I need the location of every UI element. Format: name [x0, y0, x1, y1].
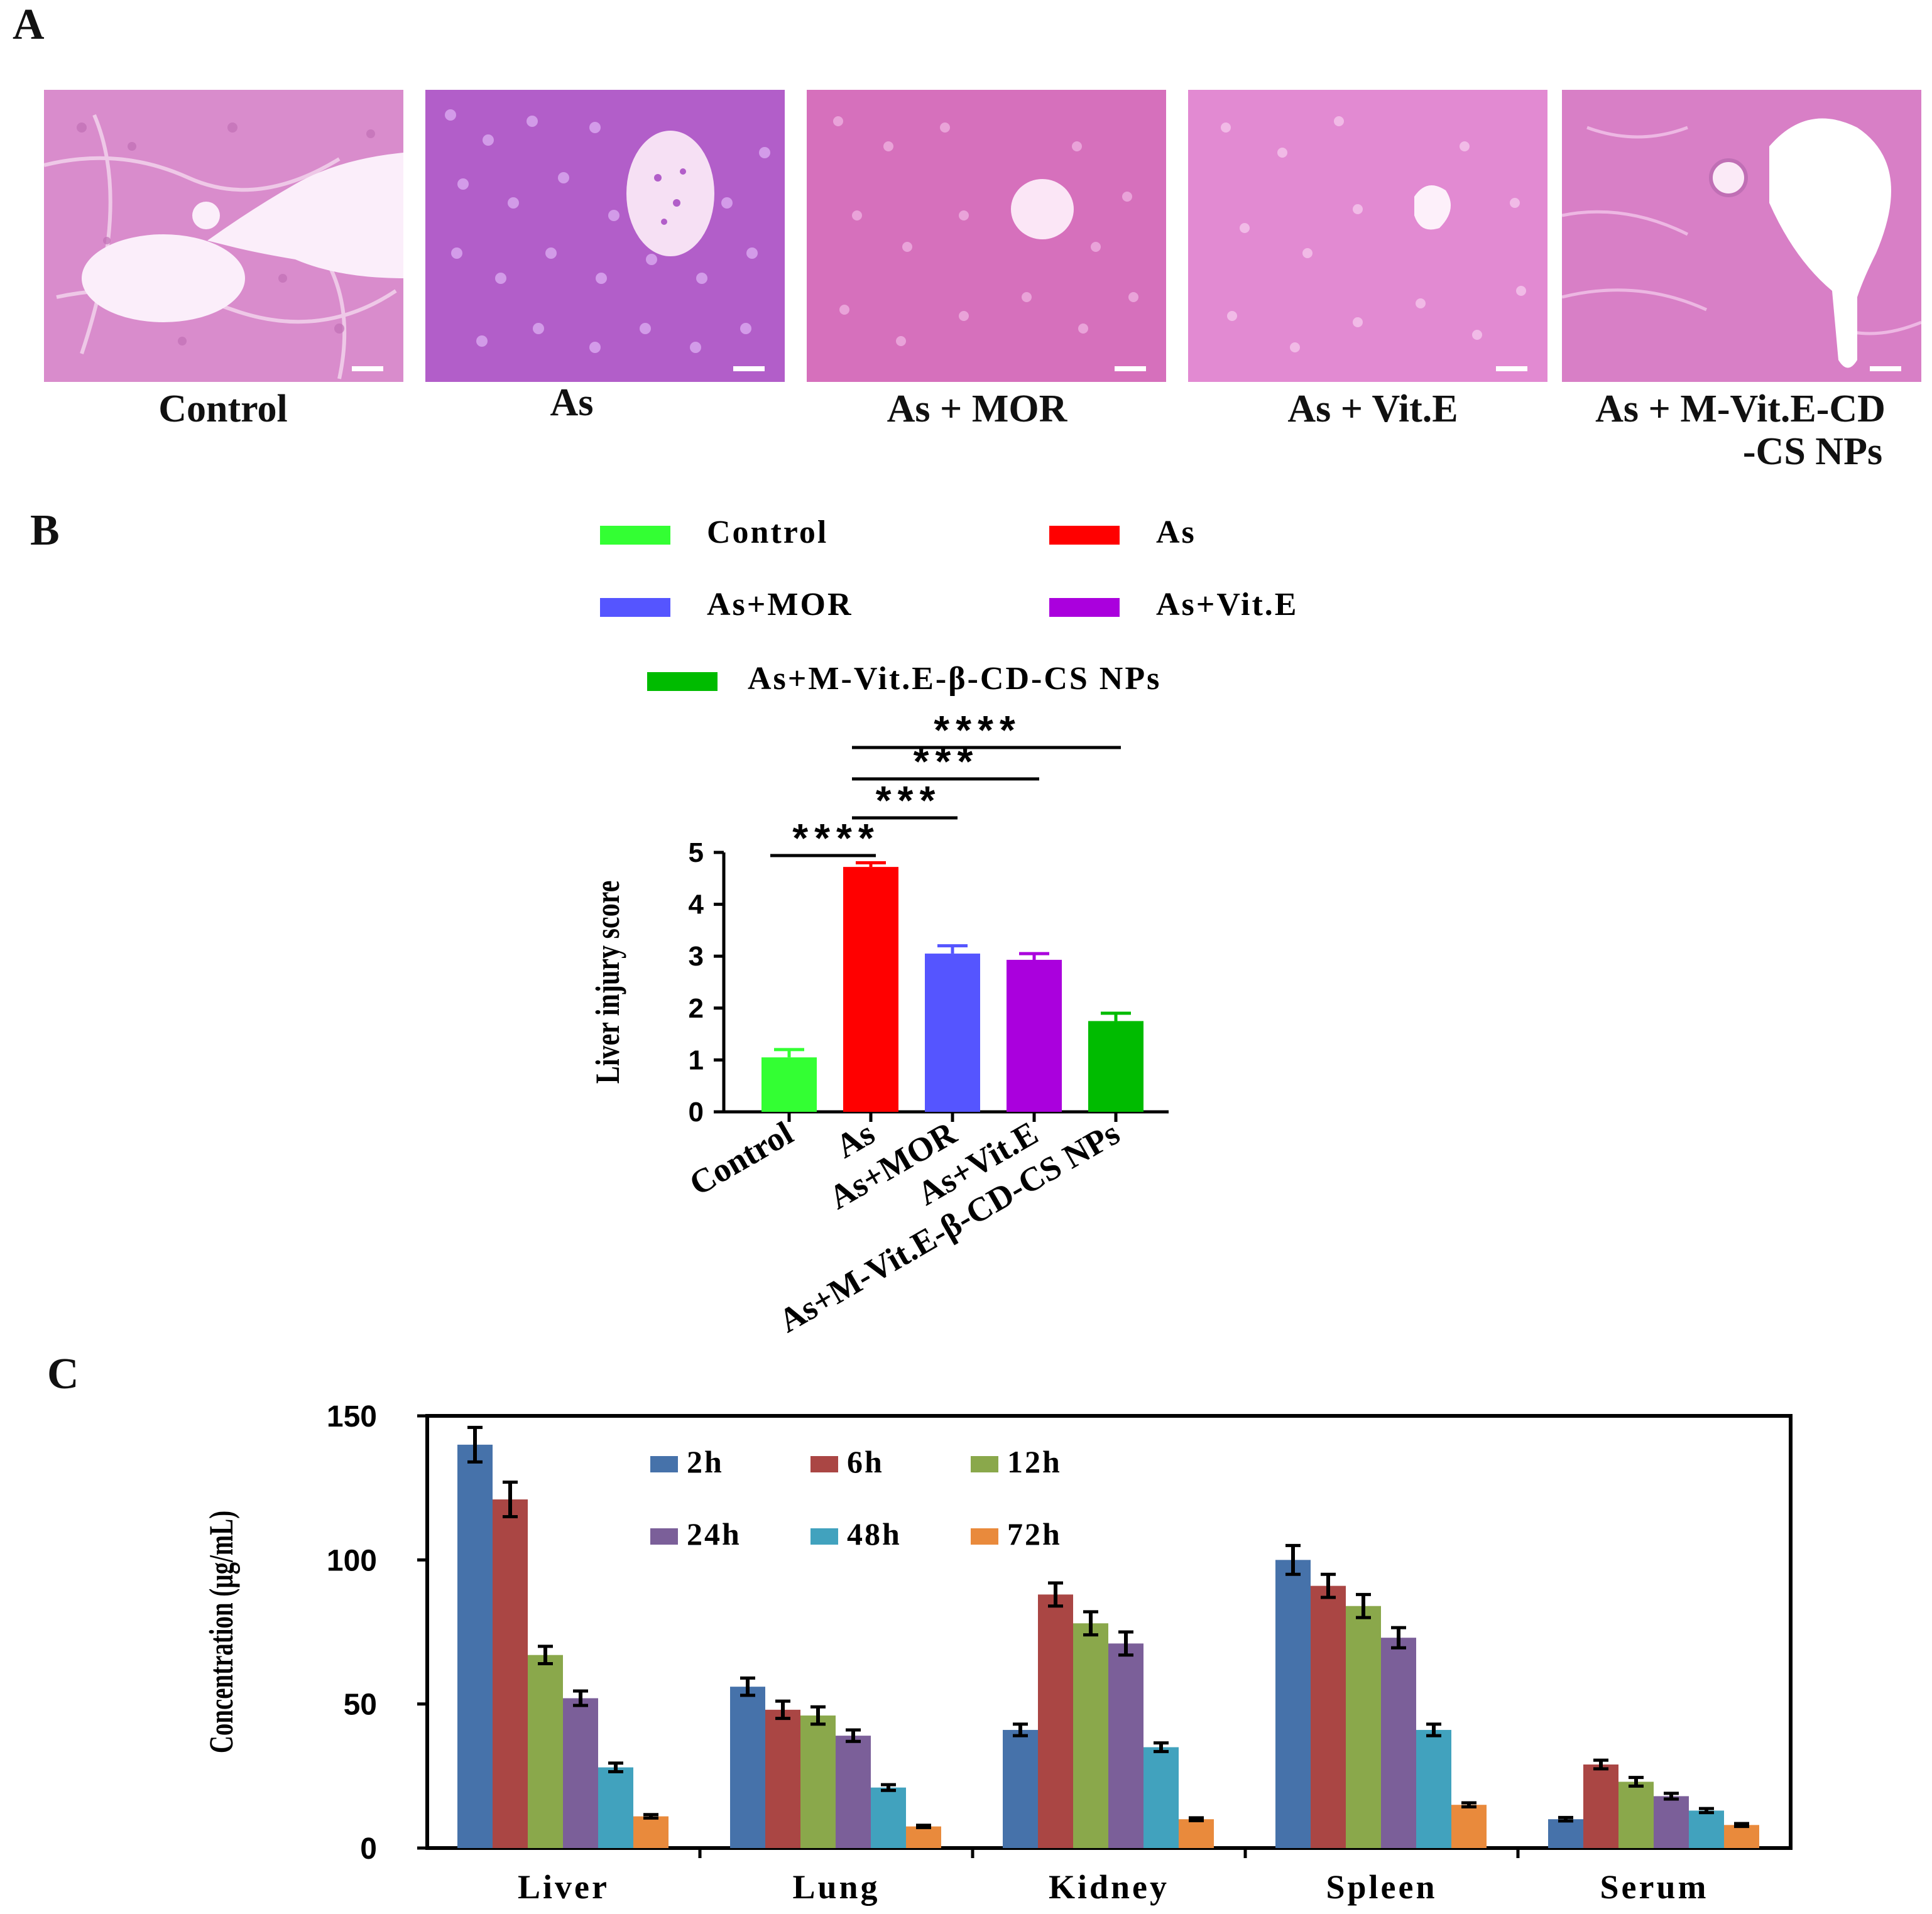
histology-image-as-vite [1188, 90, 1547, 382]
category-label-0: Liver [518, 1868, 609, 1906]
legend-swatch-6h [810, 1456, 838, 1472]
legend-label-2: As+MOR [707, 587, 853, 623]
caption-as-nps-line2: -CS NPs [1742, 430, 1883, 473]
legend-label-2h: 2h [687, 1444, 724, 1479]
bar-48h-0 [598, 1767, 633, 1848]
y-tick-label: 3 [689, 941, 704, 972]
bar-24h-3 [1381, 1638, 1416, 1848]
caption-as-vite: As + Vit.E [1287, 388, 1458, 430]
category-label-4: Serum [1600, 1868, 1709, 1906]
y-tick-label: 5 [689, 837, 704, 868]
legend-swatch-48h [810, 1528, 838, 1545]
chart-b-liver-injury: Control As As+MOR As+Vit.E As+M-Vit.E-β-CD-C… [589, 514, 1299, 1340]
bar-12h-1 [800, 1716, 836, 1848]
caption-as-nps-line1: As + M-Vit.E-CD [1595, 388, 1886, 430]
legend-swatch-3 [1049, 598, 1120, 617]
y-axis-label: Liver injury score [589, 881, 626, 1084]
bar-12h-3 [1346, 1606, 1381, 1848]
bar-6h-2 [1038, 1594, 1073, 1848]
bar-48h-3 [1416, 1729, 1451, 1848]
panel-c-letter: C [47, 1350, 79, 1398]
bar-4 [1088, 1021, 1143, 1112]
legend-label-72h: 72h [1007, 1516, 1062, 1552]
bar-48h-4 [1689, 1810, 1724, 1848]
category-label-2: Kidney [1049, 1868, 1169, 1906]
bar-12h-4 [1618, 1781, 1654, 1848]
y-tick-label: 0 [360, 1832, 377, 1866]
legend-label-1: As [1156, 514, 1196, 550]
y-axis-label: Concentration (µg/mL) [203, 1511, 241, 1753]
legend-swatch-72h [971, 1528, 998, 1545]
bar-2h-0 [457, 1444, 493, 1848]
legend-label-4: As+M-Vit.E-β-CD-CS NPs [748, 661, 1161, 697]
legend-label-48h: 48h [847, 1516, 902, 1552]
y-tick-label: 4 [689, 889, 704, 920]
legend-swatch-0 [600, 526, 670, 545]
bar-72h-4 [1724, 1825, 1759, 1848]
panel-a-letter: A [13, 1, 45, 49]
legend-swatch-4 [647, 672, 718, 691]
significance-label-1: *** [876, 778, 942, 823]
bar-2h-2 [1003, 1729, 1038, 1848]
bar-2h-1 [730, 1687, 765, 1848]
caption-as-nps: As + M-Vit.E-CD -CS NPs [1552, 389, 1929, 471]
y-tick-label: 1 [689, 1045, 704, 1075]
bar-24h-2 [1108, 1643, 1143, 1848]
legend-swatch-12h [971, 1456, 998, 1472]
bar-24h-0 [563, 1698, 598, 1848]
caption-control: Control [158, 388, 288, 430]
legend-label-3: As+Vit.E [1156, 587, 1299, 623]
significance-label-3: **** [934, 707, 1022, 753]
y-tick-label: 50 [344, 1688, 377, 1722]
bar-48h-2 [1143, 1747, 1179, 1848]
y-tick-label: 2 [689, 993, 704, 1024]
histology-image-control [44, 90, 403, 382]
bar-24h-1 [836, 1736, 871, 1848]
caption-as-mor: As + MOR [887, 388, 1067, 430]
bar-2 [925, 954, 980, 1112]
bar-0 [761, 1057, 817, 1112]
legend-label-0: Control [707, 514, 828, 550]
y-tick-label: 0 [689, 1097, 704, 1128]
category-label-3: Spleen [1326, 1868, 1437, 1906]
panel-b-letter: B [30, 506, 60, 555]
y-tick-label: 150 [327, 1400, 377, 1433]
bar-72h-2 [1179, 1819, 1214, 1848]
legend-label-24h: 24h [687, 1516, 741, 1552]
histology-image-as-mor [807, 90, 1166, 382]
histology-image-as-nps [1562, 90, 1921, 382]
bar-12h-2 [1073, 1623, 1108, 1848]
bar-24h-4 [1654, 1796, 1689, 1848]
legend-label-6h: 6h [847, 1444, 884, 1479]
bar-72h-3 [1451, 1805, 1487, 1848]
bar-3 [1007, 959, 1062, 1112]
bar-6h-1 [765, 1709, 800, 1848]
bar-2h-3 [1275, 1560, 1311, 1848]
legend-swatch-2 [600, 598, 670, 617]
legend-swatch-24h [650, 1528, 678, 1545]
bar-6h-3 [1311, 1585, 1346, 1848]
bar-48h-1 [871, 1787, 906, 1848]
significance-label-0: **** [792, 815, 880, 861]
bar-72h-1 [906, 1826, 941, 1848]
histology-image-as [425, 90, 785, 382]
category-label-1: Lung [792, 1868, 880, 1906]
bar-6h-4 [1583, 1764, 1618, 1848]
bar-6h-0 [493, 1499, 528, 1848]
bar-2h-4 [1548, 1819, 1583, 1848]
bar-72h-0 [633, 1816, 669, 1848]
bar-12h-0 [528, 1655, 563, 1848]
y-tick-label: 100 [327, 1544, 377, 1577]
legend-label-12h: 12h [1007, 1444, 1062, 1479]
bar-1 [843, 867, 898, 1112]
legend-swatch-2h [650, 1456, 678, 1472]
caption-as: As [550, 381, 594, 424]
legend-swatch-1 [1049, 526, 1120, 545]
